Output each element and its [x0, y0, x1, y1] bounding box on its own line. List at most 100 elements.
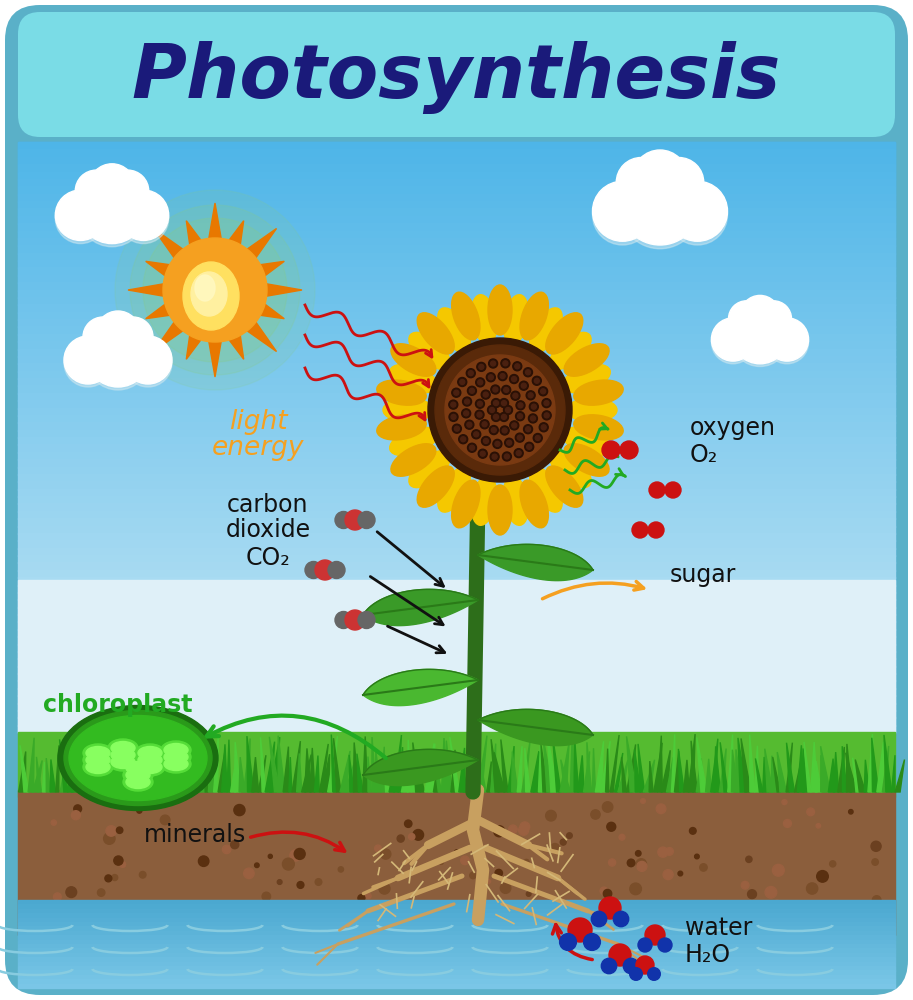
Polygon shape	[459, 748, 466, 792]
Polygon shape	[463, 745, 474, 792]
Circle shape	[600, 887, 608, 895]
Circle shape	[532, 376, 541, 385]
Circle shape	[807, 808, 814, 816]
Polygon shape	[626, 736, 637, 792]
Polygon shape	[501, 740, 508, 792]
Circle shape	[658, 847, 668, 857]
Polygon shape	[442, 738, 447, 792]
Bar	[18, 216, 895, 224]
Ellipse shape	[83, 758, 113, 776]
Ellipse shape	[161, 755, 191, 773]
Circle shape	[529, 414, 538, 423]
Polygon shape	[416, 750, 425, 792]
Polygon shape	[797, 745, 804, 792]
Bar	[18, 607, 895, 615]
Circle shape	[462, 915, 467, 921]
Circle shape	[567, 833, 572, 838]
Ellipse shape	[135, 751, 165, 769]
Polygon shape	[246, 320, 277, 352]
Polygon shape	[855, 760, 866, 792]
Circle shape	[817, 871, 828, 882]
Polygon shape	[260, 737, 266, 792]
Polygon shape	[112, 760, 121, 792]
Circle shape	[609, 859, 615, 866]
Polygon shape	[593, 748, 595, 792]
Polygon shape	[130, 754, 134, 792]
Circle shape	[66, 887, 77, 897]
Circle shape	[345, 610, 365, 630]
Polygon shape	[714, 746, 720, 792]
Circle shape	[641, 799, 645, 803]
Polygon shape	[333, 738, 341, 792]
Circle shape	[593, 185, 653, 245]
Bar	[18, 164, 895, 172]
Polygon shape	[363, 669, 478, 706]
Ellipse shape	[164, 744, 188, 756]
Bar	[18, 238, 895, 246]
Circle shape	[86, 323, 150, 387]
Polygon shape	[494, 752, 505, 792]
Circle shape	[654, 161, 704, 211]
Circle shape	[601, 907, 606, 912]
Polygon shape	[571, 737, 573, 792]
Polygon shape	[368, 757, 372, 792]
Circle shape	[103, 833, 115, 844]
Circle shape	[397, 835, 404, 842]
Circle shape	[465, 420, 474, 429]
Circle shape	[495, 441, 500, 446]
Bar	[18, 702, 895, 711]
Bar	[18, 984, 895, 988]
Polygon shape	[98, 754, 108, 792]
Polygon shape	[314, 756, 320, 792]
Circle shape	[381, 882, 388, 889]
Circle shape	[113, 317, 153, 357]
Circle shape	[107, 173, 149, 215]
Polygon shape	[675, 751, 681, 792]
Circle shape	[83, 317, 123, 357]
Polygon shape	[85, 751, 91, 792]
Polygon shape	[487, 761, 491, 792]
Polygon shape	[257, 755, 266, 792]
Bar	[18, 658, 895, 667]
Polygon shape	[762, 757, 769, 792]
Circle shape	[465, 399, 469, 404]
Ellipse shape	[383, 398, 433, 422]
Polygon shape	[657, 736, 662, 792]
Circle shape	[534, 378, 540, 383]
Circle shape	[755, 304, 792, 340]
Polygon shape	[649, 761, 654, 792]
Circle shape	[519, 905, 526, 912]
Ellipse shape	[488, 285, 512, 335]
Polygon shape	[691, 741, 698, 792]
Text: sugar: sugar	[670, 563, 737, 587]
Polygon shape	[102, 740, 112, 792]
Ellipse shape	[58, 706, 218, 810]
Ellipse shape	[417, 313, 455, 354]
Bar	[18, 157, 895, 165]
Ellipse shape	[390, 364, 437, 393]
Bar	[18, 922, 895, 926]
Circle shape	[124, 339, 172, 387]
Circle shape	[512, 423, 517, 428]
Bar	[18, 474, 895, 482]
Bar	[18, 341, 895, 350]
Circle shape	[475, 410, 484, 419]
Polygon shape	[269, 737, 280, 792]
Circle shape	[765, 886, 777, 898]
Bar	[18, 415, 895, 423]
Circle shape	[616, 161, 666, 211]
Circle shape	[614, 911, 629, 927]
Polygon shape	[398, 747, 403, 792]
Polygon shape	[561, 760, 571, 792]
Circle shape	[544, 401, 549, 406]
Ellipse shape	[503, 476, 529, 525]
Circle shape	[107, 170, 149, 212]
Circle shape	[105, 875, 111, 882]
Circle shape	[96, 909, 103, 917]
Polygon shape	[891, 755, 895, 792]
Circle shape	[89, 164, 135, 210]
Polygon shape	[508, 746, 514, 792]
Circle shape	[161, 815, 170, 825]
Circle shape	[119, 193, 169, 244]
Bar	[18, 688, 895, 696]
